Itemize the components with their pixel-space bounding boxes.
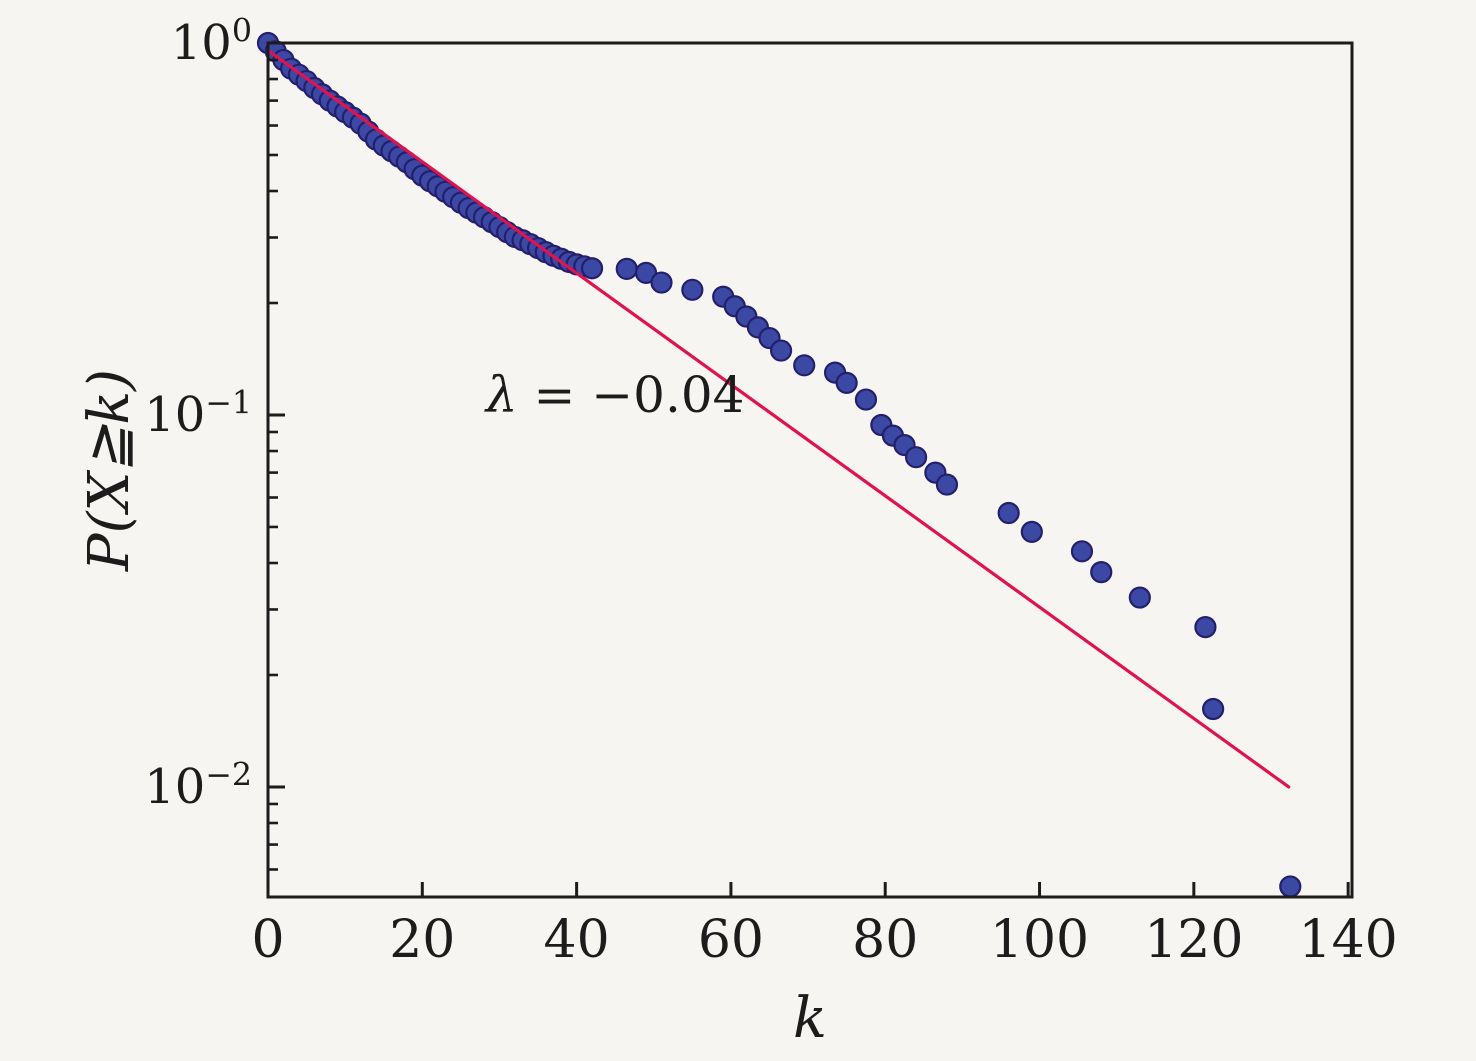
scatter-point	[650, 271, 673, 294]
y-axis-ticks: 100 10−1 10−2	[144, 14, 285, 871]
scatter-point	[1020, 520, 1043, 543]
scatter-point	[793, 354, 816, 377]
scatter-point	[835, 371, 858, 394]
scatter-point	[1279, 875, 1302, 898]
lambda-annotation: λ = −0.04	[484, 366, 745, 424]
x-tick-label: 40	[544, 910, 610, 970]
scatter-point	[935, 473, 959, 496]
y-tick-label: 10−2	[144, 758, 252, 815]
scatter-point	[580, 257, 604, 280]
scatter-point	[769, 339, 793, 362]
fit-line	[266, 48, 1291, 789]
y-tick-label: 100	[171, 14, 252, 71]
scatter-series	[256, 31, 1302, 898]
x-tick-label: 0	[251, 910, 284, 970]
y-tick-label: 10−1	[144, 386, 252, 443]
plot-frame	[266, 41, 1354, 899]
scatter-point	[615, 257, 638, 281]
scatter-point	[997, 501, 1020, 525]
y-axis-label: P(X≧k)	[77, 369, 142, 572]
x-axis-ticks: 0 20 40 60 80 100 120 140	[251, 882, 1398, 970]
x-tick-label: 120	[1144, 910, 1243, 970]
axes-frame	[266, 41, 1354, 899]
scatter-point	[681, 278, 704, 301]
scatter-point	[1194, 615, 1217, 639]
x-tick-label: 140	[1299, 910, 1398, 970]
scatter-point	[1070, 540, 1094, 563]
exponential-fit-line	[266, 48, 1291, 789]
x-tick-label: 80	[852, 910, 918, 970]
x-tick-label: 100	[990, 910, 1089, 970]
scatter-point	[904, 446, 928, 469]
x-tick-label: 60	[698, 910, 764, 970]
scatter-point	[1128, 586, 1151, 609]
scatter-point	[1090, 561, 1113, 584]
scatter-point	[854, 388, 878, 411]
x-axis-label: k	[793, 986, 827, 1051]
scatter-point	[1202, 697, 1225, 721]
x-tick-label: 20	[389, 910, 455, 970]
